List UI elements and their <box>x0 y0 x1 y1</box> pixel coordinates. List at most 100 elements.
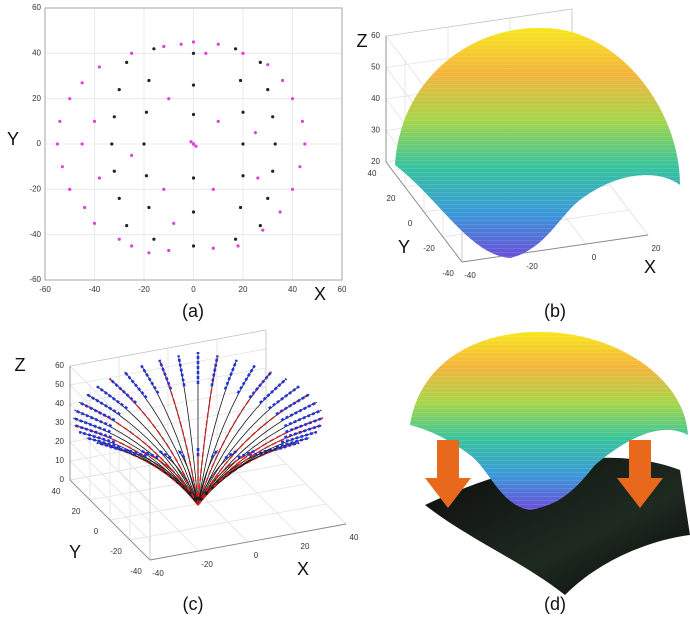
x-tick-label: 60 <box>338 285 347 294</box>
point <box>266 197 269 200</box>
y-tick-label: -40 <box>29 230 41 239</box>
point <box>192 40 195 43</box>
point <box>98 176 101 179</box>
y-axis-label: Y <box>7 129 19 149</box>
z-tick-label: 40 <box>55 399 64 408</box>
point <box>167 249 170 252</box>
y-tick-label: 0 <box>37 139 42 148</box>
point <box>118 88 121 91</box>
z-tick-label: 20 <box>55 437 64 446</box>
point <box>113 115 116 118</box>
point <box>110 142 113 145</box>
y-tick-label: 20 <box>387 194 396 203</box>
y-tick-label: 20 <box>72 507 81 516</box>
y-tick-label: -20 <box>29 184 41 193</box>
point <box>271 115 274 118</box>
x-tick-label: -40 <box>152 569 164 578</box>
x-tick-label: -20 <box>526 262 538 271</box>
point <box>167 97 170 100</box>
point <box>125 61 128 64</box>
point <box>61 165 64 168</box>
point <box>281 79 284 82</box>
point <box>301 120 304 123</box>
point <box>130 52 133 55</box>
x-axis-label: X <box>297 559 309 579</box>
point <box>152 238 155 241</box>
z-tick-label: 30 <box>371 126 380 135</box>
z-axis-label: Z <box>357 31 368 51</box>
x-tick-label: -20 <box>138 285 150 294</box>
point <box>130 154 133 157</box>
x-tick-label: -40 <box>89 285 101 294</box>
point <box>254 131 257 134</box>
panel-d <box>410 332 690 595</box>
panel-a: -60-40-200204060-60-40-200204060 <box>29 3 347 294</box>
point <box>266 88 269 91</box>
point <box>256 176 259 179</box>
point <box>279 210 282 213</box>
point <box>98 65 101 68</box>
rim-segment <box>225 360 237 390</box>
point <box>261 229 264 232</box>
figure: -60 -40 -20 0 20 40 60 -60 -40 -20 0 20 40 60 20 30 40 5… <box>0 0 690 629</box>
z-tick-label: 60 <box>55 361 64 370</box>
point <box>145 174 148 177</box>
point <box>142 142 145 145</box>
caption: (c) <box>183 594 204 614</box>
x-tick-label: -60 <box>39 285 51 294</box>
x-axis-label: X <box>644 257 656 277</box>
x-tick-label: -40 <box>464 271 476 280</box>
x-tick-label: 40 <box>288 285 297 294</box>
point <box>189 140 192 143</box>
z-tick-label: 60 <box>371 31 380 40</box>
z-tick-label: 30 <box>55 418 64 427</box>
point <box>147 206 150 209</box>
point <box>239 79 242 82</box>
point <box>291 97 294 100</box>
point <box>58 120 61 123</box>
point <box>274 142 277 145</box>
point <box>259 61 262 64</box>
point <box>192 113 195 116</box>
point <box>204 52 207 55</box>
point <box>192 83 195 86</box>
z-tick-label: 40 <box>371 94 380 103</box>
caption: (a) <box>182 301 204 321</box>
point <box>145 111 148 114</box>
y-tick-label: 40 <box>52 487 61 496</box>
point <box>192 244 195 247</box>
point <box>192 142 195 145</box>
point <box>147 251 150 254</box>
point <box>212 247 215 250</box>
y-tick-label: -20 <box>423 244 435 253</box>
y-tick-label: 0 <box>408 219 413 228</box>
point <box>303 142 306 145</box>
point <box>271 170 274 173</box>
point <box>113 170 116 173</box>
y-tick-label: 0 <box>94 527 99 536</box>
point <box>234 47 237 50</box>
point <box>236 244 239 247</box>
point <box>162 188 165 191</box>
point <box>217 43 220 46</box>
point <box>152 47 155 50</box>
x-tick-label: 20 <box>652 244 661 253</box>
y-tick-label: 40 <box>368 169 377 178</box>
y-tick-label: 60 <box>32 3 41 12</box>
x-tick-label: 20 <box>301 542 310 551</box>
point <box>118 197 121 200</box>
point <box>192 210 195 213</box>
point <box>93 120 96 123</box>
point <box>239 206 242 209</box>
point <box>180 43 183 46</box>
point <box>172 222 175 225</box>
point <box>68 97 71 100</box>
y-tick-label: 40 <box>32 48 41 57</box>
panel-c-axes: 0102030405060-40-2002040-40-2002040 <box>52 330 359 578</box>
point <box>192 176 195 179</box>
z-tick-label: 50 <box>371 63 380 72</box>
point <box>241 111 244 114</box>
point <box>125 224 128 227</box>
y-tick-label: -60 <box>29 275 41 284</box>
point <box>118 238 121 241</box>
